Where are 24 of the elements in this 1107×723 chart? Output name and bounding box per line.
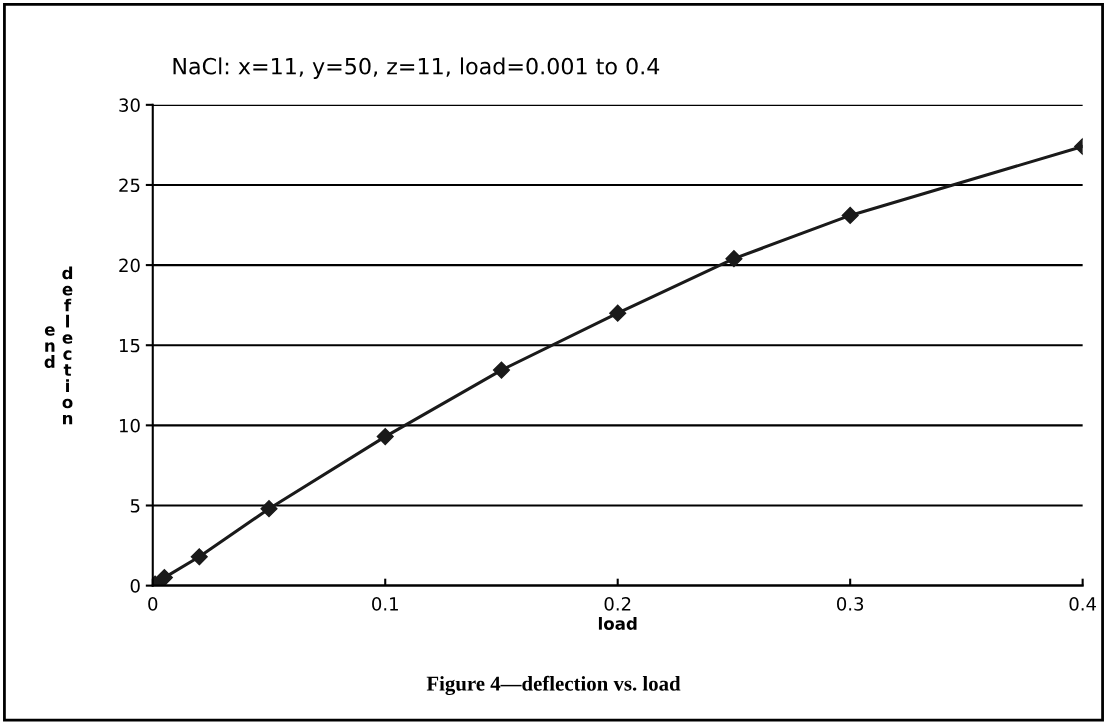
x-tick-label: 0.4 — [1069, 597, 1096, 611]
point — [155, 569, 173, 586]
point — [841, 206, 859, 224]
x-axis-title: load — [598, 616, 637, 630]
point — [260, 500, 278, 518]
point — [609, 304, 627, 322]
x-tick-label: 0.1 — [372, 597, 398, 611]
text: end deflection — [44, 266, 73, 425]
x-tick-label: 0 — [148, 597, 158, 611]
point — [376, 428, 394, 446]
x-tick-label: 0.3 — [837, 597, 864, 611]
y-tick-label: 15 — [119, 338, 140, 353]
caption: Figure 4—deflection vs. load — [426, 675, 681, 696]
y-tick-label: 5 — [130, 499, 140, 513]
point — [190, 548, 208, 566]
y-tick-label: 10 — [119, 418, 140, 433]
y-tick-label: 0 — [130, 579, 140, 593]
chart-title: NaCl: x=11, y=50, z=11, load=0.001 to 0.4 — [173, 57, 660, 79]
y-tick-label: 30 — [119, 98, 140, 112]
point — [492, 361, 511, 379]
y-tick-label: 20 — [119, 258, 140, 273]
y-tick-label: 25 — [119, 178, 140, 193]
x-tick-label: 0.2 — [604, 597, 631, 611]
point — [725, 250, 743, 268]
